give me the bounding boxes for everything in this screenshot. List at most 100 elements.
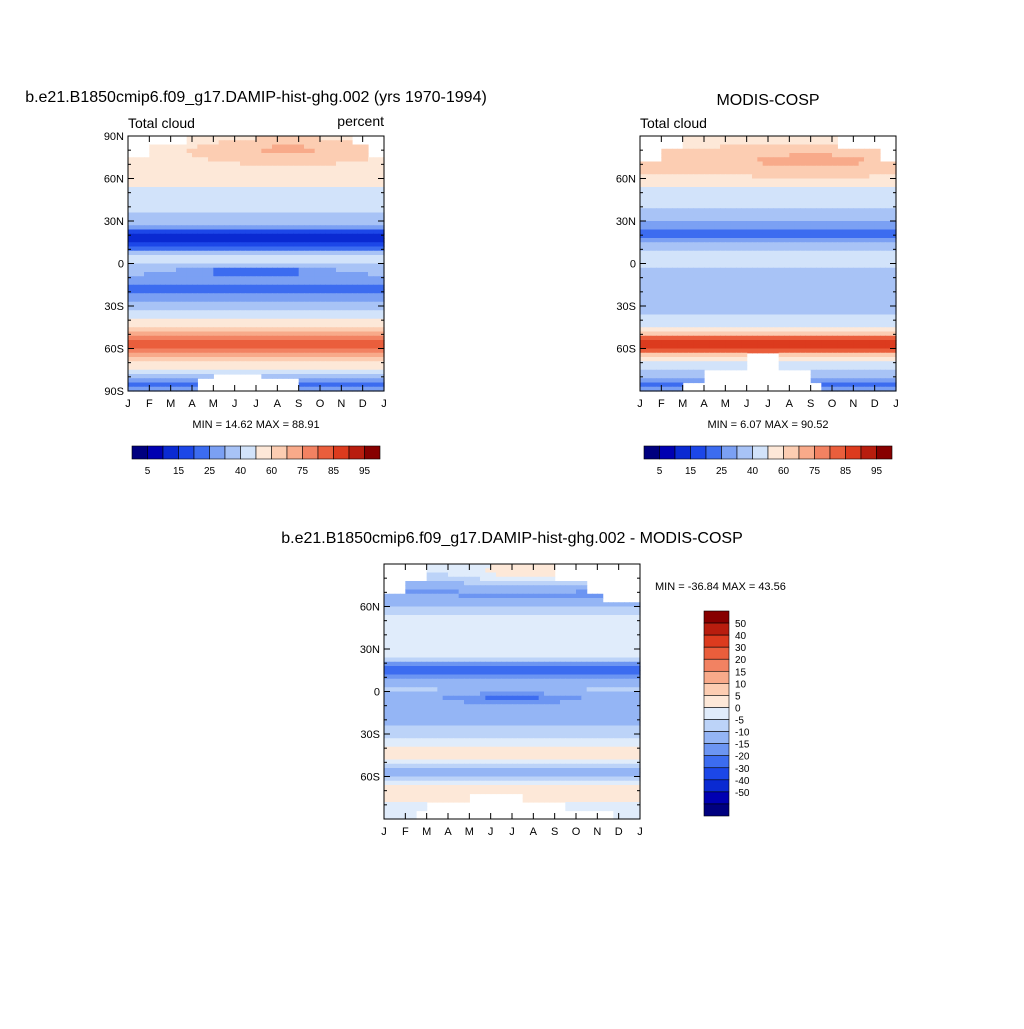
panel1-cell [373,361,379,366]
panel1-cell [352,374,358,379]
panel1-cell [139,374,145,379]
panel2-cell [757,174,763,179]
panel1-cell [304,242,310,247]
panel1-cell [160,230,166,235]
panel1-cell [288,259,294,264]
panel1-cell [229,340,235,345]
panel1-cell [299,336,305,341]
panel1-cell [197,217,203,222]
panel2-cell [800,238,806,243]
panel1-cell [213,162,219,167]
panel2-cell [677,281,683,286]
panel2-cell [752,264,758,269]
panel1-x-tick-label: A [188,398,196,410]
panel1-cell [336,247,342,252]
panel2-cell [640,327,646,332]
panel1-cell [315,149,321,154]
panel2-cell [651,162,657,167]
panel2-cell [784,242,790,247]
panel2-cell [720,281,726,286]
panel2-cell [864,166,870,171]
panel2-cell [736,157,742,162]
panel1-cell [267,285,273,290]
panel1-cell [149,264,155,269]
panel1-cell [373,234,379,239]
panel1-cell [267,306,273,311]
panel1-cell [267,183,273,188]
panel1-cell [160,204,166,209]
panel1-cell [240,153,246,158]
panel2-cell [640,179,646,184]
panel2-cell [827,302,833,307]
panel2-cell [869,196,875,201]
panel2-cell [795,187,801,192]
panel1-cell [160,217,166,222]
panel2-cell [779,145,785,150]
panel2-cell [800,162,806,167]
panel2-cell [773,149,779,154]
panel2-cell [768,157,774,162]
panel2-cell [800,242,806,247]
panel1-cell [277,170,283,175]
panel1-cell [165,306,171,311]
panel1-cell [347,370,353,375]
panel1-cell [315,251,321,256]
panel1-cell [272,234,278,239]
panel2-cell [704,315,710,320]
panel2-cell [832,196,838,201]
panel1-cell [368,298,374,303]
panel1-cell [283,140,289,145]
panel1-cell [283,302,289,307]
panel1-cell [347,136,353,141]
panel2-cell [848,225,854,230]
panel2-cell [848,310,854,315]
panel2-cell [763,242,769,247]
panel1-cell [213,349,219,354]
panel1-cell [219,349,225,354]
panel1-cell [283,289,289,294]
panel2-cell [880,268,886,273]
panel2-cell [821,157,827,162]
panel1-cell [341,166,347,171]
panel1-cell [133,217,139,222]
panel1-cell [144,323,150,328]
panel1-cell [165,230,171,235]
panel2-cell [661,298,667,303]
panel2-cell [843,217,849,222]
panel1-cell [192,183,198,188]
panel2-cell [795,293,801,298]
panel1-cell [128,370,134,375]
panel1-cell [256,349,262,354]
panel1-cell [288,157,294,162]
panel1-cell [304,221,310,226]
panel2-cell [741,259,747,264]
panel2-cell [757,145,763,150]
panel1-cell [336,217,342,222]
panel2-cell [688,323,694,328]
panel2-cell [651,268,657,273]
panel1-cell [299,340,305,345]
panel1-cell [192,145,198,150]
panel1-cell [325,370,331,375]
panel1-cell [229,162,235,167]
panel1-cell [347,149,353,154]
panel2-cell [688,145,694,150]
panel1-cell [133,196,139,201]
panel1-cell [363,242,369,247]
panel1-cell [192,208,198,213]
panel2-cell [795,234,801,239]
panel2-cell [832,149,838,154]
panel2-cell [779,153,785,158]
panel2-cell [805,259,811,264]
panel1-cell [203,208,209,213]
panel2-cell [837,289,843,294]
panel1-cell [213,289,219,294]
panel2-cell [741,242,747,247]
panel1-cell [128,264,134,269]
panel1-cell [267,242,273,247]
panel2-cell [869,183,875,188]
panel2-cell [640,285,646,290]
panel1-cell [128,378,134,383]
panel1-cell [213,234,219,239]
panel1-cell [176,234,182,239]
